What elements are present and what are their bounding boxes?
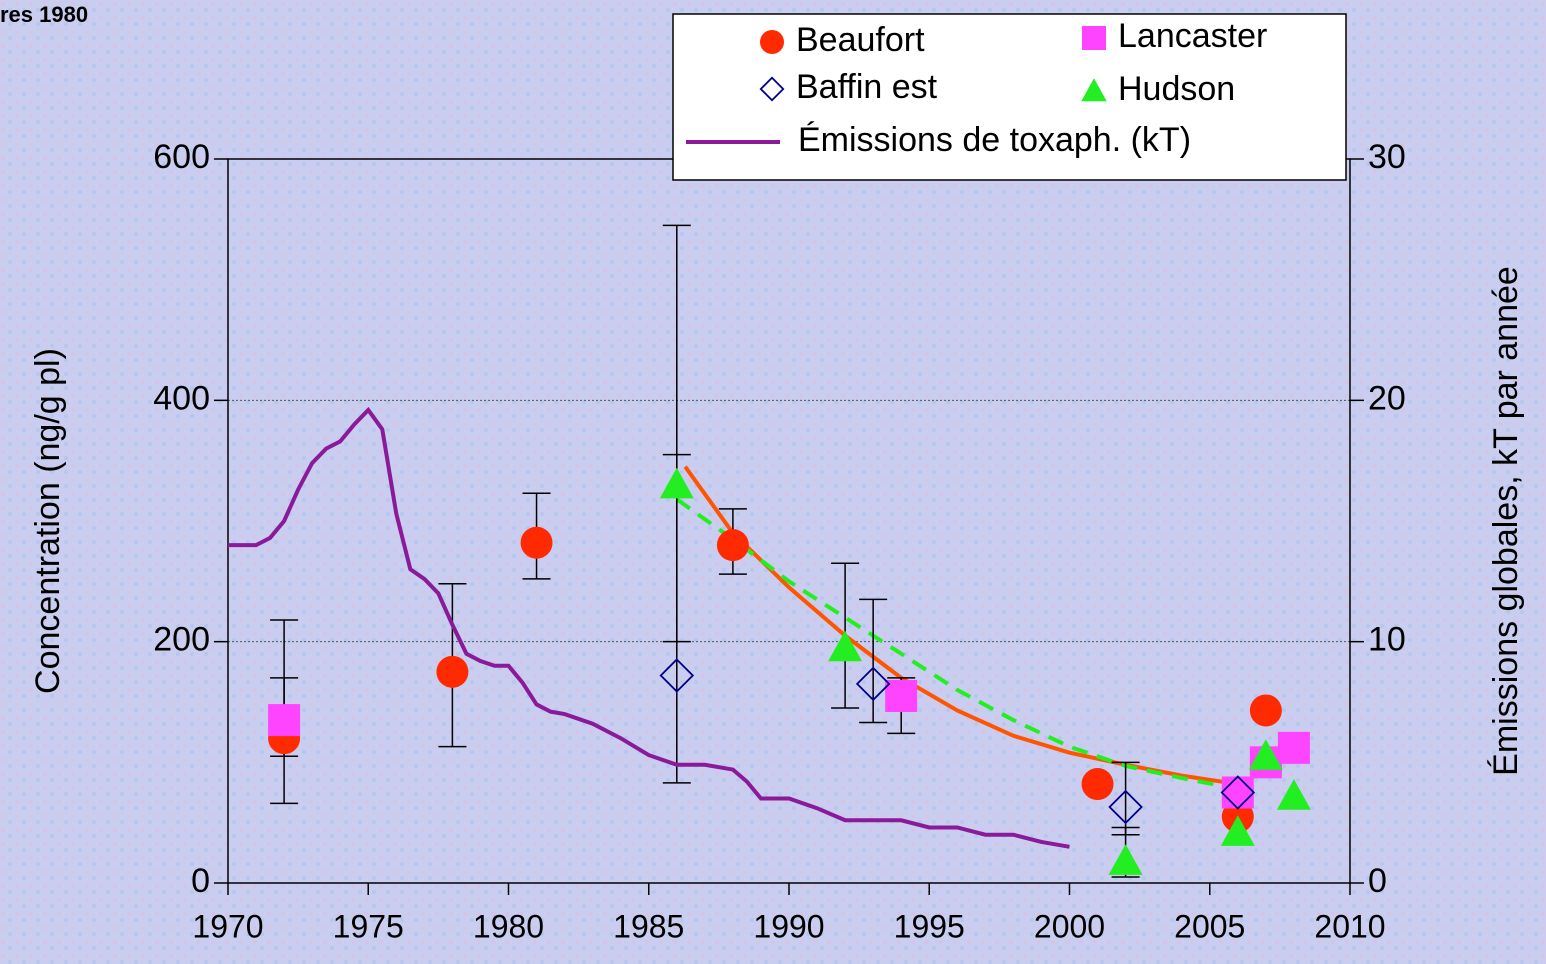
x-tick-label: 1995 [894,908,965,944]
point [1108,844,1143,875]
legend-marker [759,76,785,102]
point [885,679,918,712]
x-tick-label: 1980 [473,908,544,944]
y-tick-label: 400 [153,379,210,417]
legend-label: Beaufort [796,21,925,59]
point [1249,694,1282,727]
point [828,630,863,662]
y2-axis-label: Émissions globales, kT par année [1487,266,1525,776]
legend-label: Émissions de toxaph. (kT) [798,121,1191,159]
point [1108,789,1143,825]
point [659,658,695,693]
y-tick-label: 600 [153,138,210,176]
point [855,666,891,702]
x-tick-label: 1975 [333,908,404,944]
point [1220,775,1256,810]
point [1248,739,1283,770]
x-tick-label: 2010 [1314,908,1385,944]
point [1221,776,1254,809]
y2-tick-label: 0 [1368,862,1387,900]
point [1277,731,1310,764]
point [716,529,749,562]
y2-tick-label: 10 [1368,621,1406,659]
fit-line [675,497,1239,791]
point [436,655,469,688]
x-tick-label: 1990 [753,908,824,944]
legend-label: Baffin est [796,68,938,106]
legend-marker [1081,78,1107,102]
x-tick-label: 1985 [613,908,684,944]
emission-line [228,406,1070,849]
y-axis-label: Concentration (ng/g pl) [29,348,67,694]
y-tick-label: 0 [191,862,210,900]
x-tick-label: 2005 [1174,908,1245,944]
y2-tick-label: 20 [1368,379,1406,417]
y-tick-label: 200 [153,621,210,659]
x-tick-label: 2000 [1034,908,1105,944]
legend-label: Lancaster [1118,17,1267,55]
y2-tick-label: 30 [1368,138,1406,176]
legend-box [672,13,1347,181]
point [1220,815,1255,846]
chart-title: res 1980 [0,2,88,27]
legend-marker [1082,26,1106,50]
point [520,526,553,559]
legend-marker [760,30,784,54]
point [1081,768,1114,801]
point [1276,779,1311,810]
point [268,704,301,737]
x-tick-label: 1970 [192,908,263,944]
legend-label: Hudson [1118,70,1235,108]
point [659,467,694,499]
